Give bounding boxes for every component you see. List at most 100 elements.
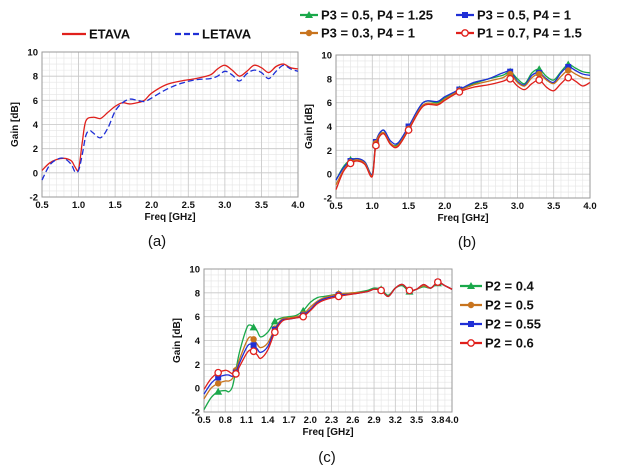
legend-entry: P1 = 0.7, P4 = 1.5: [456, 26, 582, 41]
data-point: [250, 336, 257, 343]
x-tick-label: 1.5: [109, 200, 123, 211]
x-tick-label: 2.0: [145, 200, 158, 211]
chart-panel-a: 0.5 1.0 1.5 2.0 2.5 3.0 3.5 4.0 -2 0 2 4 6 8 10 Freq [G…: [10, 48, 305, 224]
y-tick-label: 4: [195, 336, 201, 347]
x-tick-label: 1.5: [402, 201, 416, 212]
legend-label: LETAVA: [202, 27, 252, 42]
y-tick-label: 10: [321, 51, 332, 62]
x-tick-label: 2.0: [304, 415, 317, 426]
series-line: [335, 66, 591, 181]
x-axis-label: Freq [GHz]: [437, 213, 488, 224]
y-tick-label: 6: [327, 98, 332, 109]
data-point: [536, 70, 543, 78]
legend-b: P3 = 0.5, P4 = 1.25 P3 = 0.5, P4 = 1 P3 = …: [300, 8, 582, 41]
data-point: [377, 286, 385, 295]
x-tick-label: 2.0: [438, 201, 451, 212]
legend-label: P3 = 0.5, P4 = 1.25: [321, 8, 433, 23]
y-tick-label: -2: [192, 408, 200, 419]
x-tick-label: 3.0: [511, 201, 524, 212]
panel-caption-b: (b): [458, 234, 476, 251]
legend-c: P2 = 0.4 P2 = 0.5 P2 = 0.55 P2 = 0.6: [460, 279, 541, 351]
data-point: [433, 278, 442, 286]
legend-marker: [305, 29, 313, 37]
x-tick-label: 0.8: [219, 415, 232, 426]
x-tick-label: 4.0: [583, 201, 596, 212]
data-point: [214, 387, 223, 395]
x-tick-label: 1.0: [72, 200, 85, 211]
series-line: [335, 76, 591, 190]
y-tick-label: -2: [324, 194, 332, 205]
data-point: [271, 328, 279, 337]
data-point: [564, 73, 573, 82]
legend-entry: P3 = 0.5, P4 = 1.25: [300, 8, 433, 23]
legend-label: P2 = 0.4: [485, 279, 535, 294]
series-line: [335, 69, 591, 186]
x-tick-label: 1.1: [240, 415, 254, 426]
y-tick-label: 8: [327, 74, 332, 85]
x-tick-label: 0.5: [329, 201, 343, 212]
legend-entry: ETAVA: [62, 27, 131, 42]
data-point: [565, 67, 572, 74]
data-point: [250, 342, 257, 349]
series-etava: [41, 63, 299, 172]
legend-entry: P2 = 0.6: [460, 336, 534, 351]
x-tick-label: 1.0: [366, 201, 379, 212]
y-tick-label: 4: [327, 122, 333, 133]
legend-label: P2 = 0.6: [485, 336, 534, 351]
chart-panel-c: 0.5 0.8 1.1 1.4 1.7 2.0 2.3 2.6 2.9 3.2 3.5 3.8 4.0 -…: [172, 265, 459, 439]
data-point: [535, 76, 544, 84]
y-axis-label: Gain [dB]: [304, 104, 315, 149]
x-tick-label: 4.0: [445, 415, 458, 426]
legend-entry: P2 = 0.4: [460, 279, 535, 294]
x-tick-label: 2.5: [475, 201, 489, 212]
x-tick-label: 2.5: [182, 200, 196, 211]
panel-caption-c: (c): [318, 449, 336, 466]
legend-entry: P3 = 0.3, P4 = 1: [300, 26, 415, 41]
legend-marker: [461, 29, 469, 37]
legend-marker: [467, 301, 475, 309]
legend-label: P2 = 0.5: [485, 298, 534, 313]
y-axis-label: Gain [dB]: [10, 102, 21, 147]
y-tick-label: 6: [33, 96, 38, 107]
y-tick-label: -2: [30, 193, 38, 204]
y-tick-label: 4: [33, 120, 39, 131]
y-tick-label: 8: [33, 72, 38, 83]
y-tick-label: 0: [327, 170, 332, 181]
data-point: [249, 347, 258, 356]
data-point: [404, 126, 413, 134]
data-point: [506, 74, 515, 83]
data-point: [455, 88, 464, 96]
legend-label: P2 = 0.55: [485, 317, 541, 332]
legend-entry: P3 = 0.5, P4 = 1: [456, 8, 571, 23]
legend-marker: [462, 12, 468, 18]
legend-marker: [467, 282, 475, 289]
y-tick-label: 0: [195, 384, 200, 395]
legend-entry: P2 = 0.55: [460, 317, 541, 332]
data-point: [232, 370, 240, 378]
series-letava: [41, 64, 299, 181]
legend-entry: LETAVA: [175, 27, 252, 42]
x-tick-label: 3.5: [547, 201, 561, 212]
y-tick-label: 10: [189, 265, 200, 276]
data-point: [565, 63, 572, 70]
x-tick-label: 4.0: [291, 200, 304, 211]
data-point: [215, 374, 222, 381]
y-tick-label: 2: [195, 360, 200, 371]
panel-caption-a: (a): [148, 233, 166, 250]
data-point: [214, 368, 223, 377]
legend-label: P3 = 0.5, P4 = 1: [477, 8, 571, 23]
x-tick-label: 3.8: [431, 415, 444, 426]
data-point: [405, 286, 414, 295]
x-tick-label: 0.5: [35, 200, 49, 211]
data-point: [372, 141, 380, 150]
x-tick-label: 3.5: [255, 200, 269, 211]
y-tick-label: 0: [33, 168, 38, 179]
x-tick-label: 0.5: [197, 415, 211, 426]
legend-marker: [305, 11, 313, 18]
y-axis-label: Gain [dB]: [172, 318, 183, 363]
series-p1-0-7-p4-1-5: [335, 73, 591, 190]
x-axis-label: Freq [GHz]: [144, 212, 195, 223]
x-tick-label: 2.9: [367, 415, 380, 426]
legend-label: ETAVA: [89, 27, 131, 42]
